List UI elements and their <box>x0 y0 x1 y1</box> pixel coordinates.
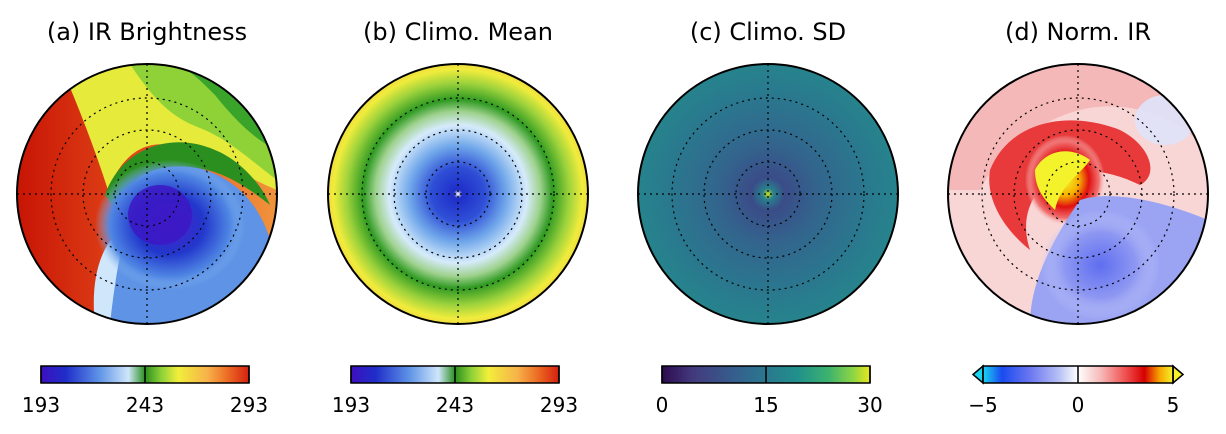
colorbar-tick-label: 293 <box>540 393 578 417</box>
panel-a-title: (a) IR Brightness <box>47 18 247 46</box>
colorbar-tick-label: 293 <box>230 393 268 417</box>
colorbar-tick-label: 30 <box>857 393 882 417</box>
panel-d-title: (d) Norm. IR <box>1005 18 1151 46</box>
colorbar-tick-label: 0 <box>656 393 669 417</box>
colorbar-ticks: 193 243 293 193 243 293 0 15 30 −5 0 5 <box>22 366 1179 417</box>
colorbar-tick-label: 0 <box>1072 393 1085 417</box>
colorbar-tick-label: 15 <box>753 393 778 417</box>
colorbar-tick-label: 193 <box>332 393 370 417</box>
panel-c-map <box>638 64 898 324</box>
colorbar-tick-label: 243 <box>126 393 164 417</box>
panel-c-grid <box>638 64 898 324</box>
panel-b-title: (b) Climo. Mean <box>363 18 553 46</box>
panel-d-grid <box>948 64 1208 324</box>
panel-b-grid <box>328 64 588 324</box>
colorbar-tick-label: 243 <box>436 393 474 417</box>
panel-d-map <box>948 64 1208 324</box>
colorbar-tick-label: −5 <box>968 393 997 417</box>
panel-c-title: (c) Climo. SD <box>690 18 846 46</box>
panel-a-grid <box>17 64 277 324</box>
panel-b-border <box>327 63 589 325</box>
colorbar-tick-label: 5 <box>1167 393 1180 417</box>
colorbar-tick-label: 193 <box>22 393 60 417</box>
panel-d-border <box>947 63 1209 325</box>
panel-c-border <box>637 63 899 325</box>
panel-b-map <box>328 64 588 324</box>
panel-a-border <box>16 63 278 325</box>
